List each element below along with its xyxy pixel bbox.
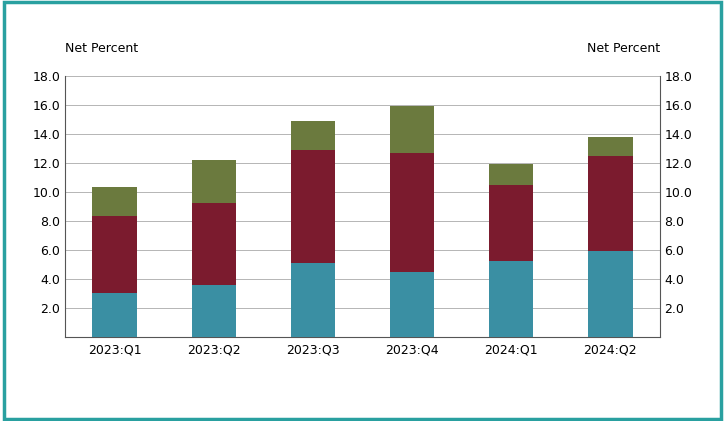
Bar bbox=[588, 251, 632, 337]
Bar bbox=[588, 137, 632, 155]
Bar bbox=[489, 261, 534, 337]
Bar bbox=[93, 216, 137, 293]
Text: Net Percent: Net Percent bbox=[587, 42, 660, 55]
Bar bbox=[390, 153, 434, 272]
Bar bbox=[291, 263, 335, 337]
Bar bbox=[291, 150, 335, 263]
Bar bbox=[489, 184, 534, 261]
Bar bbox=[191, 160, 236, 203]
Text: Net Percent: Net Percent bbox=[65, 42, 138, 55]
Bar bbox=[588, 155, 632, 251]
Bar bbox=[191, 285, 236, 337]
Bar bbox=[390, 272, 434, 337]
Bar bbox=[93, 187, 137, 216]
Bar bbox=[291, 121, 335, 150]
Bar bbox=[191, 203, 236, 285]
Bar bbox=[489, 164, 534, 184]
Bar bbox=[390, 106, 434, 153]
Bar bbox=[93, 293, 137, 337]
